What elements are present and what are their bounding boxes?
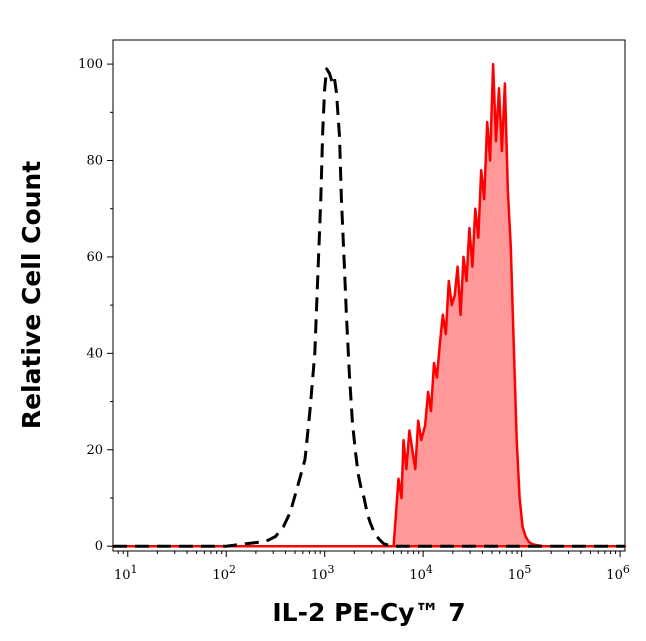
minor-ticks bbox=[110, 111, 617, 554]
y-axis-ticks: 0 20 40 60 80 100 bbox=[78, 57, 113, 554]
y-tick-label: 40 bbox=[86, 346, 103, 361]
y-tick-label: 80 bbox=[86, 154, 103, 169]
y-tick-label: 0 bbox=[95, 539, 103, 554]
series-il2-stained-area bbox=[111, 62, 627, 548]
series-layer bbox=[111, 62, 627, 548]
x-axis-ticks: 101 102 103 104 105 106 bbox=[114, 551, 630, 583]
series-isotype-control-line bbox=[113, 67, 625, 548]
plot-frame bbox=[112, 39, 626, 552]
x-axis-title: IL-2 PE-Cy™ 7 bbox=[272, 598, 465, 627]
y-tick-label: 60 bbox=[86, 250, 103, 265]
x-tick-label: 101 bbox=[114, 563, 138, 583]
x-tick-label: 102 bbox=[212, 563, 236, 583]
x-tick-label: 106 bbox=[606, 563, 630, 583]
y-tick-label: 20 bbox=[86, 443, 103, 458]
y-tick-label: 100 bbox=[78, 57, 103, 72]
y-axis-title: Relative Cell Count bbox=[17, 161, 46, 429]
x-tick-label: 103 bbox=[311, 563, 335, 583]
x-tick-label: 104 bbox=[409, 563, 433, 583]
x-tick-label: 105 bbox=[508, 563, 532, 583]
